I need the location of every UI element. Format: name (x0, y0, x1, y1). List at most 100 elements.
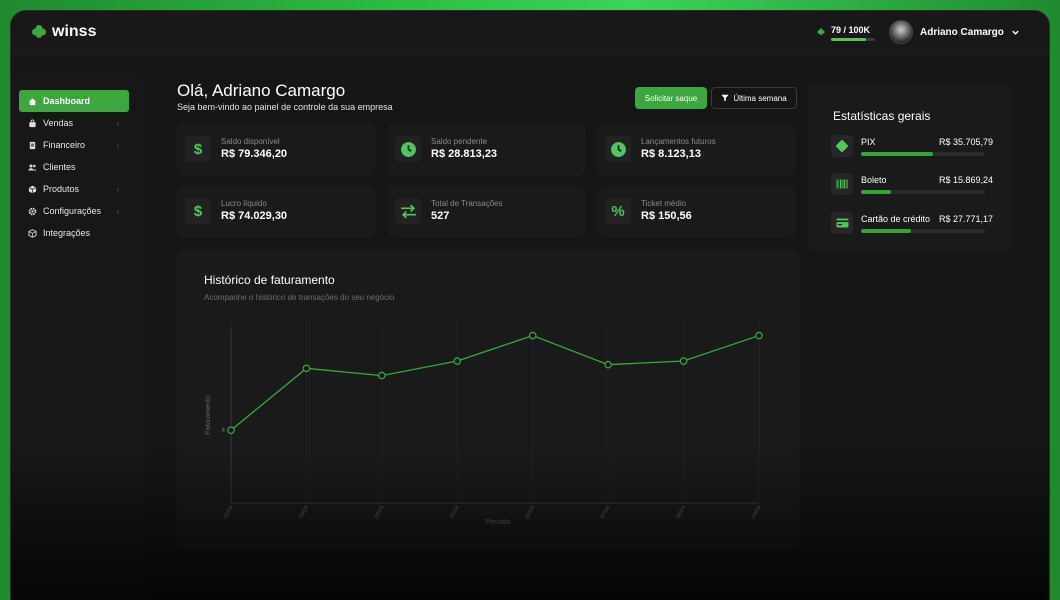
period-filter-button[interactable]: Última semana (711, 87, 797, 109)
stat-progress (861, 190, 985, 194)
x-tick-label: 08/04 (675, 505, 687, 520)
sidebar-item-integracoes[interactable]: Integrações (19, 222, 129, 244)
card-ticket-medio: % Ticket médio R$ 150,56 (597, 185, 796, 238)
stat-row-pix: PIX R$ 35.705,79 (831, 135, 993, 167)
stat-progress (861, 229, 985, 233)
card-total-transacoes: Total de Transações 527 (387, 185, 586, 238)
sidebar-item-label: Clientes (43, 162, 76, 172)
sidebar-item-configuracoes[interactable]: Configurações ‹ (19, 200, 129, 222)
sidebar-item-financeiro[interactable]: Financeiro ‹ (19, 134, 129, 156)
credits-label: 79 / 100K (831, 25, 871, 35)
card-label: Lançamentos futuros (641, 137, 716, 146)
page-subtitle: Seja bem-vindo ao painel de controle da … (177, 102, 393, 112)
page-title: Olá, Adriano Camargo (177, 81, 346, 100)
dollar-icon: $ (185, 136, 211, 162)
stat-amount: R$ 35.705,79 (938, 137, 993, 147)
stat-name: Boleto (861, 175, 887, 185)
x-tick-label: 04/04 (374, 505, 386, 520)
revenue-chart-card: Histórico de faturamento Acompanhe o his… (177, 249, 799, 549)
data-point (528, 331, 537, 340)
barcode-icon (831, 173, 853, 195)
sidebar-item-dashboard[interactable]: Dashboard (19, 90, 129, 112)
transfer-icon (395, 198, 421, 224)
data-point (604, 360, 612, 369)
data-point (453, 357, 462, 365)
y-tick-label: 4 (222, 428, 226, 434)
sidebar-item-label: Produtos (43, 184, 80, 194)
home-icon (28, 97, 37, 106)
credits-progress (831, 38, 875, 41)
x-tick-label: 09/04 (751, 505, 763, 520)
stat-progress (861, 152, 985, 156)
card-label: Saldo disponível (221, 137, 280, 146)
users-icon (28, 163, 37, 172)
sidebar-item-vendas[interactable]: Vendas ‹ (19, 112, 129, 134)
card-saldo-disponivel: $ Saldo disponível R$ 79.346,20 (177, 123, 376, 176)
sidebar-item-clientes[interactable]: Clientes (19, 156, 129, 178)
stat-amount: R$ 27.771,17 (938, 214, 993, 224)
period-filter-label: Última semana (733, 93, 787, 103)
y-axis-label: Faturamento (205, 395, 212, 435)
stat-amount: R$ 15.869,24 (938, 175, 993, 185)
x-tick-label: 07/04 (600, 505, 612, 520)
sidebar-item-produtos[interactable]: Produtos ‹ (19, 178, 129, 200)
document-icon (28, 141, 37, 150)
x-tick-label: 03/04 (298, 505, 310, 520)
stat-row-boleto: Boleto R$ 15.869,24 (831, 173, 993, 205)
sidebar-item-label: Integrações (43, 228, 91, 238)
avatar (889, 20, 913, 44)
box-icon (28, 185, 37, 194)
card-label: Saldo pendente (431, 137, 488, 146)
card-value: R$ 79.346,20 (221, 148, 288, 160)
x-tick-label: 02/04 (223, 505, 235, 520)
brand-logo[interactable]: winss (31, 23, 96, 41)
clock-icon (395, 136, 421, 162)
x-tick-label: 06/04 (524, 505, 536, 520)
withdraw-button-label: Solicitar saque (644, 93, 698, 103)
user-menu[interactable]: Adriano Camargo (889, 20, 1020, 44)
card-label: Lucro líquido (221, 199, 267, 208)
dollar-icon: $ (185, 198, 211, 224)
chevron-down-icon (1012, 30, 1019, 35)
chevron-left-icon: ‹ (116, 140, 119, 150)
stat-row-cartao: Cartão de crédito R$ 27.771,17 (831, 212, 993, 244)
data-point (378, 371, 386, 380)
card-label: Total de Transações (431, 199, 503, 208)
clock-icon (605, 136, 631, 162)
general-stats-panel: Estatísticas gerais PIX R$ 35.705,79 Bol… (807, 83, 1011, 251)
chevron-left-icon: ‹ (116, 206, 119, 216)
chart-title: Histórico de faturamento (204, 273, 335, 287)
stat-name: PIX (861, 137, 876, 147)
user-name: Adriano Camargo (920, 26, 1004, 38)
sidebar-item-label: Financeiro (43, 140, 86, 150)
stats-title: Estatísticas gerais (833, 109, 931, 123)
sidebar-item-label: Configurações (43, 206, 102, 216)
chevron-left-icon: ‹ (116, 118, 119, 128)
series-line (230, 334, 760, 431)
card-label: Ticket médio (641, 199, 687, 208)
card-value: R$ 74.029,30 (221, 210, 288, 222)
sidebar-item-label: Vendas (43, 118, 74, 128)
data-point (302, 364, 311, 373)
cube-icon (28, 228, 37, 238)
revenue-line-chart: 4 Faturamento Período 02/04 03/04 04/04 05/04 0… (205, 321, 763, 526)
clover-icon (32, 25, 46, 38)
credit-card-icon (831, 212, 853, 234)
chevron-left-icon: ‹ (116, 184, 119, 194)
card-saldo-pendente: Saldo pendente R$ 28.813,23 (387, 123, 586, 176)
x-axis-label: Período (486, 519, 511, 526)
sidebar-item-label: Dashboard (43, 96, 91, 106)
card-lancamentos-futuros: Lançamentos futuros R$ 8.123,13 (597, 123, 796, 176)
top-bar: winss 79 / 100K Adriano Camargo (11, 11, 1049, 55)
card-value: R$ 150,56 (641, 210, 692, 222)
data-point (679, 357, 688, 365)
clover-icon (817, 28, 825, 35)
card-value: R$ 28.813,23 (431, 148, 498, 160)
x-tick-label: 05/04 (449, 505, 461, 520)
brand-name: winss (52, 23, 97, 40)
data-point (755, 331, 763, 340)
withdraw-button[interactable]: Solicitar saque (635, 87, 707, 109)
stat-name: Cartão de crédito (861, 214, 931, 224)
app-window: winss 79 / 100K Adriano Camargo (10, 10, 1050, 600)
chart-subtitle: Acompanhe o histórico de transações do s… (204, 293, 395, 302)
